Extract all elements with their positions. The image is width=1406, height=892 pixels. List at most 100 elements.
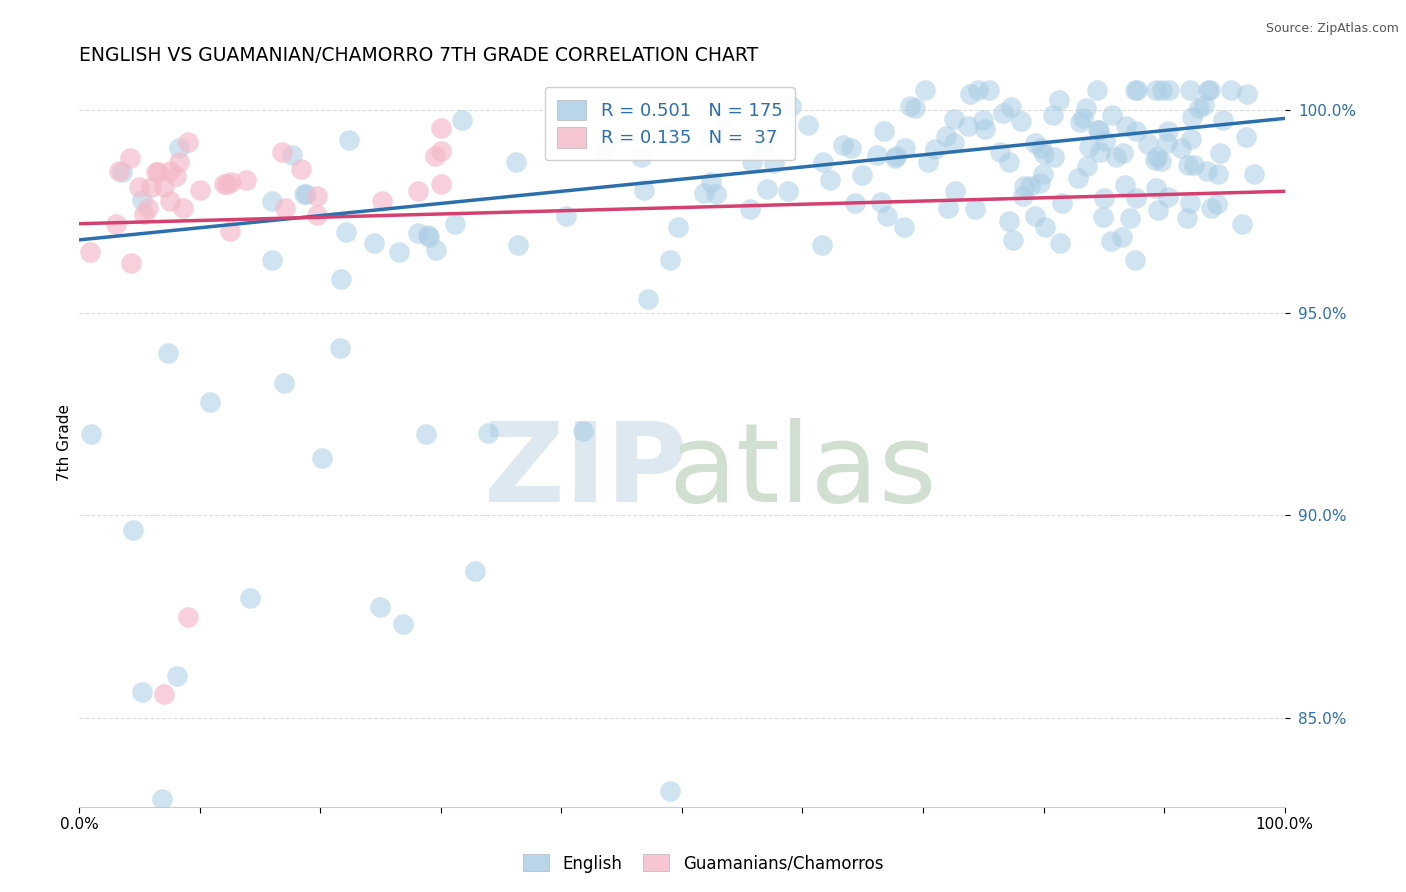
Point (146, 164, 169, 178)
Point (1024, 210, 1046, 224)
Point (1177, 158, 1199, 172)
Point (810, 237, 832, 252)
Point (134, 207, 156, 221)
Point (292, 186, 315, 201)
Point (991, 106, 1014, 120)
Point (450, 113, 472, 128)
Point (166, 669, 188, 683)
Point (796, 118, 818, 132)
Point (659, 252, 682, 267)
Point (752, 140, 775, 154)
Point (406, 184, 429, 198)
Point (198, 394, 221, 409)
Point (666, 220, 689, 235)
Point (780, 98, 803, 112)
Point (1029, 176, 1052, 190)
Point (388, 245, 411, 260)
Point (1012, 179, 1035, 194)
Point (1066, 170, 1088, 185)
Point (943, 112, 966, 127)
Point (1194, 97, 1216, 112)
Point (1118, 211, 1140, 226)
Text: atlas: atlas (668, 418, 936, 525)
Point (1076, 101, 1098, 115)
Point (957, 119, 980, 133)
Point (1180, 132, 1202, 146)
Point (1115, 119, 1137, 133)
Point (1156, 136, 1178, 151)
Point (904, 101, 927, 115)
Point (870, 195, 893, 210)
Point (924, 142, 946, 156)
Point (1012, 189, 1035, 203)
Point (832, 137, 855, 152)
Point (1199, 201, 1222, 215)
Point (936, 202, 959, 216)
Point (943, 136, 966, 151)
Point (851, 168, 873, 182)
Point (776, 184, 799, 198)
Point (1146, 150, 1168, 164)
Point (1123, 252, 1146, 267)
Point (1230, 218, 1253, 232)
Point (967, 83, 990, 97)
Point (699, 132, 721, 146)
Point (215, 177, 238, 191)
Point (1175, 211, 1198, 225)
Point (464, 564, 486, 578)
Point (1094, 134, 1116, 148)
Point (371, 194, 394, 208)
Point (633, 183, 655, 197)
Point (571, 424, 593, 438)
Point (120, 256, 142, 270)
Point (273, 376, 295, 390)
Point (212, 178, 235, 192)
Point (145, 165, 167, 179)
Point (1043, 150, 1066, 164)
Point (914, 83, 936, 97)
Point (1088, 122, 1111, 136)
Point (713, 111, 735, 125)
Point (1180, 83, 1202, 97)
Point (271, 145, 294, 159)
Point (159, 194, 181, 209)
Point (105, 217, 128, 231)
Point (1147, 203, 1170, 218)
Point (159, 163, 181, 178)
Text: ZIP: ZIP (484, 418, 688, 525)
Point (1111, 229, 1133, 244)
Point (1078, 140, 1101, 154)
Point (839, 141, 862, 155)
Point (593, 142, 616, 156)
Point (873, 123, 896, 137)
Point (262, 194, 284, 208)
Point (1033, 219, 1056, 234)
Point (79, 244, 101, 259)
Point (311, 451, 333, 466)
Point (1198, 83, 1220, 97)
Point (430, 177, 453, 191)
Point (111, 165, 134, 179)
Point (741, 155, 763, 169)
Point (1182, 158, 1205, 172)
Point (1029, 141, 1052, 155)
Point (866, 148, 889, 162)
Point (136, 201, 159, 215)
Point (762, 156, 785, 170)
Point (219, 224, 242, 238)
Point (172, 202, 194, 216)
Point (1150, 154, 1173, 169)
Point (988, 145, 1011, 160)
Point (131, 193, 153, 207)
Point (1125, 191, 1147, 205)
Point (408, 226, 430, 240)
Point (1197, 83, 1219, 97)
Point (128, 180, 150, 194)
Point (363, 235, 385, 250)
Point (811, 154, 834, 169)
Point (820, 173, 842, 187)
Point (1157, 123, 1180, 137)
Point (699, 176, 721, 190)
Point (1159, 83, 1181, 97)
Point (1157, 190, 1180, 204)
